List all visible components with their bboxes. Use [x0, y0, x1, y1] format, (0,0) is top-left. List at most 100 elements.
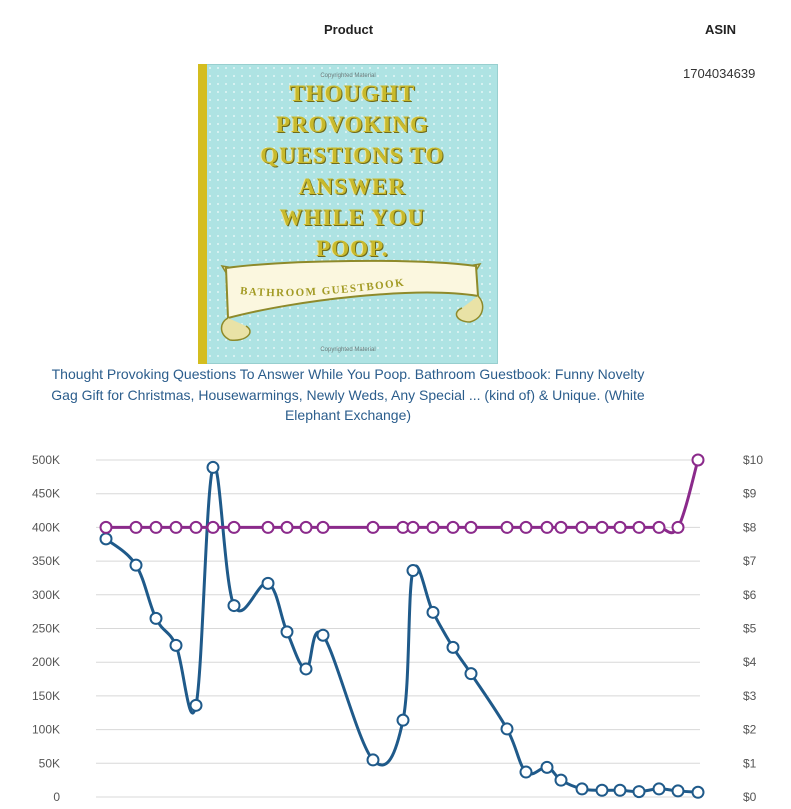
series-point[interactable]: [671, 784, 685, 798]
series-point[interactable]: [613, 520, 627, 534]
right-tick-label: $1: [743, 756, 757, 770]
series-point[interactable]: [99, 520, 113, 534]
series-point[interactable]: [464, 520, 478, 534]
right-tick-label: $8: [743, 520, 757, 534]
cover-title-line: while you: [279, 205, 426, 230]
series-point[interactable]: [261, 520, 275, 534]
series-point[interactable]: [632, 520, 646, 534]
series-point[interactable]: [227, 520, 241, 534]
series-point[interactable]: [99, 532, 113, 546]
series-point[interactable]: [652, 520, 666, 534]
series-point[interactable]: [426, 605, 440, 619]
series-point[interactable]: [500, 520, 514, 534]
series-point[interactable]: [366, 520, 380, 534]
series-point[interactable]: [595, 520, 609, 534]
asin-column-header: ASIN: [705, 22, 737, 37]
cover-title: Thought provoking questions to answer wh…: [207, 78, 498, 264]
series-point[interactable]: [691, 785, 705, 799]
series-point[interactable]: [299, 520, 313, 534]
series-point[interactable]: [500, 722, 514, 736]
series-point[interactable]: [396, 713, 410, 727]
right-axis: $0 $1 $2 $3 $4 $5 $6 $7 $8 $9 $10: [743, 453, 763, 804]
left-axis: 0 50K 100K 150K 200K 250K 300K 350K 400K 450K 500K: [32, 453, 60, 804]
series-point[interactable]: [169, 638, 183, 652]
right-tick-label: $7: [743, 554, 757, 568]
series-point[interactable]: [189, 520, 203, 534]
left-tick-label: 500K: [32, 453, 60, 467]
series-point[interactable]: [149, 520, 163, 534]
left-tick-label: 400K: [32, 520, 60, 534]
right-tick-label: $0: [743, 790, 757, 804]
series-point[interactable]: [632, 785, 646, 799]
cover-copyright-top: Copyrighted Material: [320, 73, 376, 79]
series-point[interactable]: [652, 782, 666, 796]
series-point[interactable]: [299, 662, 313, 676]
series-point[interactable]: [280, 520, 294, 534]
series-point[interactable]: [519, 765, 533, 779]
series-point[interactable]: [554, 773, 568, 787]
series-point[interactable]: [554, 520, 568, 534]
cover-title-line: provoking: [276, 112, 429, 137]
series-point[interactable]: [540, 520, 554, 534]
series-point[interactable]: [129, 520, 143, 534]
cover-spine: [198, 64, 207, 364]
series-point[interactable]: [169, 520, 183, 534]
right-tick-label: $9: [743, 487, 757, 501]
product-title-link[interactable]: Thought Provoking Questions To Answer Wh…: [51, 366, 645, 423]
cover-title-line: answer: [299, 174, 406, 199]
right-tick-label: $5: [743, 622, 757, 636]
series-point[interactable]: [129, 558, 143, 572]
right-tick-label: $6: [743, 588, 757, 602]
series-point[interactable]: [189, 698, 203, 712]
left-tick-label: 100K: [32, 723, 60, 737]
series-point[interactable]: [691, 453, 705, 467]
series-point[interactable]: [540, 760, 554, 774]
series-point[interactable]: [406, 520, 420, 534]
left-tick-label: 250K: [32, 622, 60, 636]
left-tick-label: 50K: [39, 756, 60, 770]
series-point[interactable]: [613, 783, 627, 797]
left-tick-label: 300K: [32, 588, 60, 602]
left-tick-label: 450K: [32, 487, 60, 501]
chart-grid: [96, 459, 700, 798]
series-line: [106, 459, 700, 535]
right-tick-label: $2: [743, 723, 757, 737]
series-line: [105, 464, 699, 794]
sales-rank-price-chart: 0 50K 100K 150K 200K 250K 300K 350K 400K 450K 500K…: [32, 453, 763, 804]
series-point[interactable]: [261, 576, 275, 590]
series-point[interactable]: [280, 625, 294, 639]
series-point[interactable]: [227, 599, 241, 613]
cover-title-line: Thought: [289, 81, 416, 106]
series-point[interactable]: [595, 783, 609, 797]
series-point[interactable]: [671, 520, 685, 534]
series-point[interactable]: [206, 460, 220, 474]
series-point[interactable]: [446, 520, 460, 534]
series-point[interactable]: [464, 667, 478, 681]
left-tick-label: 200K: [32, 655, 60, 669]
product-column-header: Product: [324, 22, 374, 37]
right-tick-label: $3: [743, 689, 757, 703]
cover-ribbon-banner: Bathroom Guestbook: [220, 259, 484, 341]
series-point[interactable]: [149, 611, 163, 625]
series-point[interactable]: [406, 564, 420, 578]
left-tick-label: 0: [53, 790, 60, 804]
chart-series: [99, 453, 705, 799]
series-point[interactable]: [316, 520, 330, 534]
series-point[interactable]: [316, 628, 330, 642]
series-point[interactable]: [446, 640, 460, 654]
left-tick-label: 350K: [32, 554, 60, 568]
series-point[interactable]: [426, 520, 440, 534]
left-tick-label: 150K: [32, 689, 60, 703]
series-point[interactable]: [519, 520, 533, 534]
right-tick-label: $4: [743, 655, 757, 669]
series-point[interactable]: [206, 520, 220, 534]
product-cover-image[interactable]: Copyrighted Material Thought provoking q…: [198, 64, 498, 364]
cover-copyright-bottom: Copyrighted Material: [320, 347, 376, 353]
series-point[interactable]: [366, 753, 380, 767]
series-point[interactable]: [575, 520, 589, 534]
right-tick-label: $10: [743, 453, 763, 467]
series-point[interactable]: [575, 782, 589, 796]
asin-value: 1704034639: [683, 66, 756, 81]
cover-title-line: questions to: [260, 143, 445, 168]
cover-title-line: poop.: [316, 236, 389, 261]
